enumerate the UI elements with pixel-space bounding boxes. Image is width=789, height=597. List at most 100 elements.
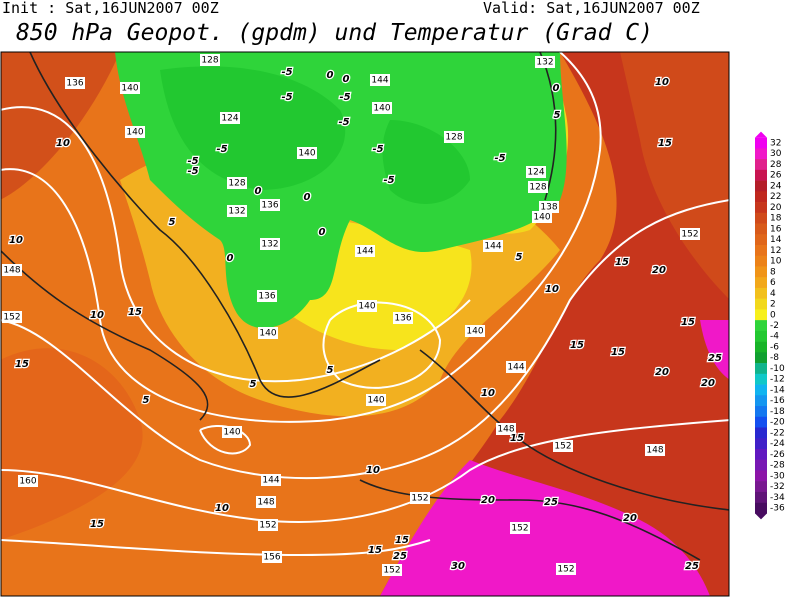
height-label: 144: [371, 76, 388, 86]
height-label: 140: [259, 329, 276, 339]
temperature-label: 5: [327, 365, 334, 376]
color-bar-band: [755, 438, 767, 450]
height-label: 140: [367, 396, 384, 406]
color-bar-label: 2: [770, 300, 776, 310]
color-bar-band: [755, 202, 767, 214]
temperature-label: 15: [681, 317, 695, 328]
temperature-label: 15: [368, 545, 382, 556]
init-time: Init : Sat,16JUN2007 00Z: [2, 0, 219, 17]
color-bar-label: 0: [770, 310, 776, 320]
color-bar-label: 32: [770, 139, 781, 149]
height-label: 132: [228, 207, 245, 217]
temperature-label: 15: [658, 138, 672, 149]
height-label-box: [227, 177, 247, 189]
height-label-box: [297, 147, 317, 159]
temperature-label: 0: [319, 227, 326, 238]
color-bar-band: [755, 363, 767, 375]
height-label: 140: [533, 213, 550, 223]
color-bar-band: [755, 169, 767, 181]
height-label: 136: [261, 201, 278, 211]
height-label-box: [444, 131, 464, 143]
height-label-box: [532, 211, 552, 223]
temperature-label: 15: [128, 307, 142, 318]
temperature-label: 10: [545, 284, 559, 295]
height-label: 152: [411, 494, 428, 504]
temperature-label: 5: [554, 110, 561, 121]
height-label: 140: [121, 84, 138, 94]
color-bar-label: -2: [770, 321, 779, 331]
height-label: 148: [497, 425, 514, 435]
height-label: 128: [529, 183, 546, 193]
height-label: 132: [536, 58, 553, 68]
height-label-box: [556, 563, 576, 575]
height-label-box: [65, 77, 85, 89]
color-bar-label: -32: [770, 482, 785, 492]
height-label-box: [200, 54, 220, 66]
temperature-label: 5: [250, 379, 257, 390]
height-contours: [1, 52, 729, 557]
color-bar-band: [755, 287, 767, 299]
color-bar-tip: [755, 513, 767, 520]
temperature-label: 0: [343, 74, 350, 85]
color-bar-label: -6: [770, 342, 779, 352]
height-label-box: [260, 199, 280, 211]
height-label: 138: [540, 203, 557, 213]
height-label: 152: [554, 442, 571, 452]
temperature-label: 20: [652, 265, 666, 276]
temperature-label: 5: [169, 217, 176, 228]
temperature-label: 25: [685, 561, 699, 572]
temperature-label: -5: [187, 156, 198, 167]
height-label: 144: [507, 363, 524, 373]
height-label-box: [257, 290, 277, 302]
color-bar-label: -4: [770, 332, 779, 342]
temperature-label: 10: [655, 77, 669, 88]
height-label-box: [410, 492, 430, 504]
temperature-label: 15: [615, 257, 629, 268]
color-bar-label: -12: [770, 375, 785, 385]
temperature-label: -5: [383, 175, 394, 186]
height-label: 140: [223, 428, 240, 438]
height-label: 160: [19, 477, 36, 487]
color-bar-label: 16: [770, 224, 782, 234]
height-label-box: [483, 240, 503, 252]
temperature-label: 10: [9, 235, 23, 246]
height-label: 152: [681, 230, 698, 240]
temperature-label: 20: [481, 495, 495, 506]
map-area: [1, 52, 729, 596]
color-bar-label: 18: [770, 214, 782, 224]
height-label: 152: [383, 566, 400, 576]
contour-labels: 136 128 140 124 140 128 132 136 140 132 136 140 144 1…: [2, 54, 723, 576]
color-bar-label: 14: [770, 235, 782, 245]
height-label-box: [256, 496, 276, 508]
temperature-label: 20: [623, 513, 637, 524]
color-bar-label: 8: [770, 267, 776, 277]
color-bar-band: [755, 502, 767, 514]
height-label-box: [227, 205, 247, 217]
height-label-box: [680, 228, 700, 240]
height-label-box: [2, 311, 22, 323]
height-label: 140: [126, 128, 143, 138]
color-bar-label: -30: [770, 471, 785, 481]
height-label: 140: [358, 302, 375, 312]
height-label: 140: [466, 327, 483, 337]
height-label-box: [260, 238, 280, 250]
temperature-label: 0: [327, 70, 334, 81]
height-label: 140: [298, 149, 315, 159]
height-label: 152: [259, 521, 276, 531]
temperature-label: 15: [15, 359, 29, 370]
color-bar-band: [755, 470, 767, 482]
color-bar-label: 22: [770, 192, 781, 202]
height-label-box: [120, 82, 140, 94]
map-title: 850 hPa Geopot. (gpdm) und Temperatur (G…: [16, 20, 653, 46]
color-bar-band: [755, 427, 767, 439]
temperature-label: -5: [494, 153, 505, 164]
color-bar-band: [755, 406, 767, 418]
height-label: 128: [228, 179, 245, 189]
height-label-box: [125, 126, 145, 138]
height-label: 144: [356, 247, 373, 257]
height-label-box: [553, 440, 573, 452]
height-label-box: [465, 325, 485, 337]
color-bar-label: -36: [770, 504, 785, 514]
height-label-box: [220, 112, 240, 124]
